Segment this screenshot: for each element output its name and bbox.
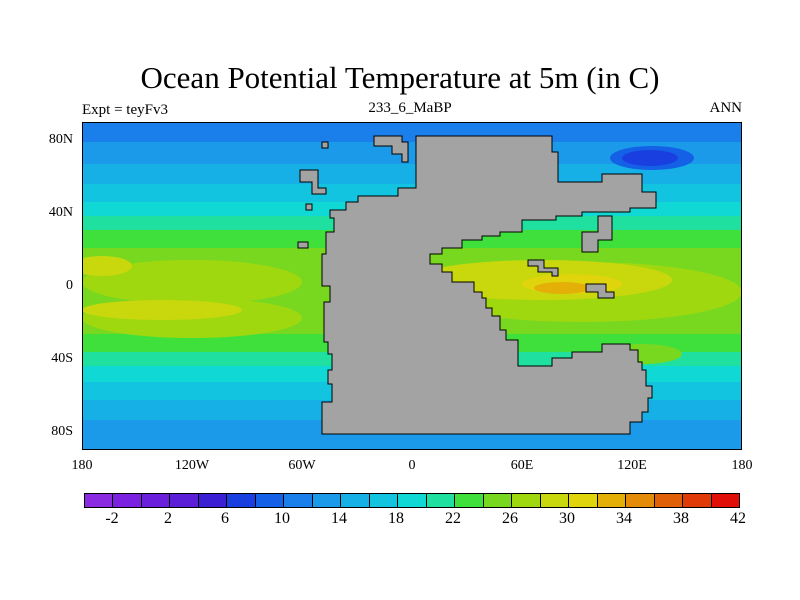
colorbar-label: 42 bbox=[730, 510, 746, 527]
colorbar-label: 38 bbox=[673, 510, 689, 527]
lat-tick-label: 40S bbox=[51, 351, 73, 366]
colorbar-segment bbox=[227, 494, 256, 507]
ocean-band bbox=[82, 122, 742, 142]
colorbar-label: 18 bbox=[388, 510, 404, 527]
arctic-island bbox=[373, 135, 409, 163]
colorbar-segment bbox=[85, 494, 114, 507]
tethys-island bbox=[581, 215, 613, 253]
colorbar-segment bbox=[540, 494, 570, 507]
cold-pool bbox=[622, 150, 678, 166]
colorbar-segment bbox=[512, 494, 541, 507]
warm-patch bbox=[82, 260, 302, 304]
ocean-band bbox=[82, 142, 742, 164]
season-label: ANN bbox=[709, 100, 743, 116]
tethys-island bbox=[585, 283, 615, 299]
pangea-landmass bbox=[321, 135, 657, 435]
colorbar-segment bbox=[113, 494, 142, 507]
colorbar-segment bbox=[597, 494, 627, 507]
colorbar-segment bbox=[683, 494, 712, 507]
lon-tick-label: 120E bbox=[617, 458, 647, 473]
arctic-island bbox=[297, 241, 309, 249]
colorbar-segment bbox=[569, 494, 598, 507]
colorbar-segment bbox=[398, 494, 427, 507]
colorbar-segment bbox=[284, 494, 313, 507]
colorbar bbox=[84, 493, 740, 508]
colorbar-segment bbox=[341, 494, 370, 507]
colorbar-segment bbox=[455, 494, 484, 507]
colorbar-segment bbox=[141, 494, 171, 507]
colorbar-label: 22 bbox=[445, 510, 461, 527]
colorbar-segment bbox=[255, 494, 285, 507]
colorbar-segment bbox=[170, 494, 199, 507]
colorbar-label: 14 bbox=[331, 510, 347, 527]
colorbar-segment bbox=[483, 494, 513, 507]
lon-tick-label: 0 bbox=[408, 458, 416, 473]
lon-tick-label: 60E bbox=[510, 458, 534, 473]
colorbar-segment bbox=[312, 494, 342, 507]
colorbar-label: 26 bbox=[502, 510, 518, 527]
lat-tick-label: 0 bbox=[66, 278, 73, 293]
colorbar-label: 6 bbox=[221, 510, 229, 527]
warm-patch bbox=[82, 300, 242, 320]
map-title: Ocean Potential Temperature at 5m (in C) bbox=[140, 60, 660, 95]
warm-patch bbox=[534, 282, 590, 294]
experiment-label: Expt = teyFv3 bbox=[82, 102, 168, 118]
colorbar-label: 10 bbox=[274, 510, 290, 527]
colorbar-label: -2 bbox=[105, 510, 119, 527]
colorbar-label: 2 bbox=[164, 510, 172, 527]
colorbar-segment bbox=[369, 494, 399, 507]
map-plot bbox=[82, 122, 742, 450]
map-canvas bbox=[82, 122, 742, 450]
lat-tick-label: 80S bbox=[51, 424, 73, 439]
arctic-island bbox=[299, 169, 327, 195]
colorbar-segment bbox=[711, 494, 740, 507]
colorbar-label: 30 bbox=[559, 510, 575, 527]
colorbar-label: 34 bbox=[616, 510, 632, 527]
ocean-band bbox=[82, 164, 742, 184]
colorbar-segment bbox=[198, 494, 228, 507]
tethys-island bbox=[527, 259, 559, 277]
arctic-island bbox=[321, 141, 329, 149]
colorbar-segment bbox=[626, 494, 655, 507]
lat-tick-label: 80N bbox=[48, 132, 73, 147]
lon-tick-label: 60W bbox=[288, 458, 316, 473]
time-label: 233_6_MaBP bbox=[368, 100, 452, 116]
warm-patch bbox=[82, 256, 132, 276]
lat-tick-label: 40N bbox=[48, 205, 73, 220]
colorbar-segment bbox=[654, 494, 684, 507]
lon-tick-label: 120W bbox=[174, 458, 210, 473]
lon-tick-label: 180 bbox=[731, 458, 753, 473]
lon-tick-label: 180 bbox=[71, 458, 93, 473]
colorbar-segment bbox=[426, 494, 456, 507]
arctic-island bbox=[305, 203, 313, 211]
